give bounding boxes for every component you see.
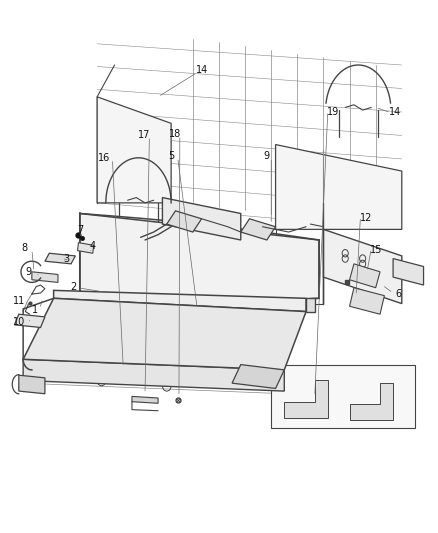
Polygon shape (53, 290, 306, 312)
Text: 2: 2 (70, 281, 76, 292)
Text: 15: 15 (371, 245, 383, 255)
Polygon shape (45, 253, 75, 264)
Text: 9: 9 (25, 267, 32, 277)
Polygon shape (350, 288, 385, 314)
Polygon shape (323, 229, 402, 304)
Text: 9: 9 (264, 151, 270, 161)
Text: 3: 3 (64, 254, 70, 263)
Polygon shape (97, 97, 171, 203)
Polygon shape (19, 375, 45, 394)
Text: 14: 14 (389, 107, 401, 117)
Polygon shape (80, 214, 319, 309)
Text: 14: 14 (196, 66, 208, 75)
Polygon shape (167, 211, 201, 232)
Polygon shape (306, 298, 315, 312)
Text: 7: 7 (78, 225, 84, 236)
Text: 10: 10 (13, 317, 25, 327)
Text: 1: 1 (32, 305, 39, 315)
Text: 16: 16 (98, 153, 110, 163)
Polygon shape (284, 381, 328, 418)
Text: 19: 19 (327, 107, 339, 117)
Polygon shape (232, 365, 284, 389)
Text: 17: 17 (138, 130, 150, 140)
Polygon shape (162, 198, 241, 240)
Polygon shape (350, 383, 393, 420)
Text: 11: 11 (13, 296, 25, 306)
Bar (271, 365, 415, 428)
Polygon shape (350, 264, 380, 288)
Polygon shape (78, 243, 94, 253)
Text: 12: 12 (360, 213, 372, 223)
Text: 4: 4 (90, 241, 96, 252)
Text: 5: 5 (168, 151, 174, 161)
Polygon shape (393, 259, 424, 285)
Polygon shape (276, 144, 402, 229)
Polygon shape (241, 219, 276, 240)
Text: 18: 18 (170, 129, 182, 139)
Polygon shape (23, 359, 284, 391)
Polygon shape (14, 314, 45, 327)
Text: 6: 6 (396, 289, 402, 299)
Polygon shape (23, 298, 306, 370)
Polygon shape (132, 397, 158, 403)
Polygon shape (32, 272, 58, 282)
Text: 8: 8 (21, 243, 27, 253)
